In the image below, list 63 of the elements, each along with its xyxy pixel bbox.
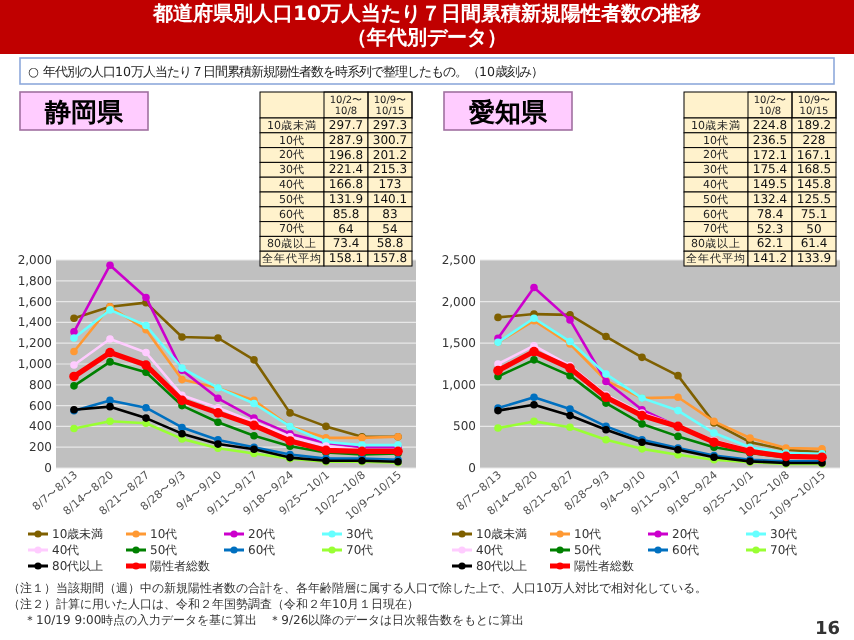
text: 16: [814, 620, 840, 640]
point: [638, 445, 646, 453]
point: [106, 417, 114, 425]
point: [142, 348, 150, 357]
point: [494, 313, 502, 322]
point: [178, 423, 186, 432]
point: [70, 327, 78, 336]
point: [250, 431, 258, 440]
point: [530, 400, 538, 409]
point: [142, 403, 150, 412]
point: [70, 424, 78, 433]
chart-title: 愛知県: [469, 97, 549, 129]
point: [529, 346, 539, 357]
point: [530, 393, 538, 402]
point: [106, 335, 114, 343]
point: [106, 402, 114, 411]
point: [566, 405, 574, 413]
point: [70, 334, 78, 342]
point: [638, 353, 646, 362]
text: 都道府県別人口10万人当たり７日間累積新規陽性者数の推移（年代別データ）: [151, 4, 703, 50]
point: [69, 371, 79, 382]
point: [674, 406, 682, 415]
point: [70, 361, 78, 369]
point: [106, 358, 114, 366]
point: [142, 414, 150, 422]
point: [70, 382, 78, 390]
point: [566, 411, 574, 420]
point: [638, 420, 646, 428]
point: [178, 429, 186, 438]
point: [285, 436, 295, 446]
point: [602, 435, 610, 444]
point: [566, 371, 574, 380]
point: [70, 314, 78, 323]
chart-title: 静岡県: [43, 99, 125, 129]
point: [178, 333, 186, 341]
point: [213, 408, 223, 418]
point: [106, 396, 114, 405]
point: [177, 395, 187, 406]
point: [214, 418, 222, 427]
point: [674, 371, 682, 380]
point: [493, 365, 503, 376]
point: [674, 432, 682, 441]
point: [250, 356, 258, 364]
point: [106, 261, 114, 269]
point: [530, 356, 538, 364]
point: [142, 293, 150, 302]
point: [105, 347, 115, 358]
point: [602, 370, 610, 378]
point: [566, 316, 574, 324]
point: [566, 423, 574, 432]
point: [214, 394, 222, 403]
point: [286, 409, 294, 417]
point: [530, 417, 538, 426]
point: [710, 429, 718, 437]
point: [674, 393, 682, 402]
point: [141, 360, 151, 370]
point: [602, 332, 610, 341]
point: [494, 424, 502, 432]
point: [530, 283, 538, 292]
point: [70, 347, 78, 356]
point: [214, 334, 222, 342]
point: [322, 422, 330, 431]
point: [178, 375, 186, 384]
